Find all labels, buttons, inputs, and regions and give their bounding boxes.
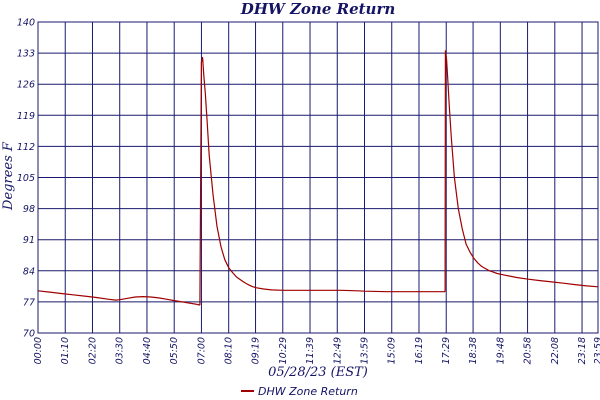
y-tick-label: 133 xyxy=(17,49,35,60)
x-tick-label: 23:59 xyxy=(593,337,600,364)
x-axis-label: 05/28/23 (EST) xyxy=(268,365,368,380)
y-axis-ticks: 70 77 84 91 98 105 112 119 126 133 140 xyxy=(17,18,35,340)
series-line xyxy=(37,50,599,306)
x-tick-label: 16:19 xyxy=(414,337,425,364)
x-tick-label: 07:00 xyxy=(196,337,207,364)
plot-border xyxy=(37,21,599,334)
chart-title: DHW Zone Return xyxy=(240,0,396,18)
x-tick-label: 17:29 xyxy=(441,337,452,364)
y-tick-label: 126 xyxy=(17,80,35,91)
y-tick-label: 84 xyxy=(23,266,35,277)
x-tick-label: 00:00 xyxy=(33,337,44,364)
x-tick-label: 09:19 xyxy=(251,337,262,364)
grid xyxy=(37,21,599,334)
y-tick-label: 91 xyxy=(23,235,35,246)
x-tick-label: 12:49 xyxy=(332,337,343,364)
x-tick-label: 04:40 xyxy=(142,337,153,364)
y-tick-label: 105 xyxy=(17,173,35,184)
x-axis-ticks: 00:00 01:10 02:20 03:30 04:40 05:50 07:00 08:10… xyxy=(33,337,600,364)
y-tick-label: 70 xyxy=(23,329,35,340)
x-tick-label: 02:20 xyxy=(87,337,98,364)
x-tick-label: 08:10 xyxy=(224,337,235,364)
y-tick-label: 140 xyxy=(17,18,35,29)
y-tick-label: 98 xyxy=(23,204,35,215)
legend-label: DHW Zone Return xyxy=(258,385,358,398)
x-tick-label: 22:08 xyxy=(550,337,561,364)
x-tick-label: 20:58 xyxy=(523,337,534,364)
y-tick-label: 112 xyxy=(17,142,35,153)
x-tick-label: 19:48 xyxy=(495,337,506,364)
y-tick-label: 77 xyxy=(23,297,35,308)
x-tick-label: 23:18 xyxy=(577,337,588,364)
x-tick-label: 15:09 xyxy=(387,337,398,364)
x-tick-label: 18:38 xyxy=(468,337,479,364)
legend: DHW Zone Return xyxy=(241,385,358,398)
series xyxy=(37,50,599,306)
x-tick-label: 03:30 xyxy=(115,337,126,364)
y-axis-label: Degrees F xyxy=(1,141,16,211)
x-tick-label: 01:10 xyxy=(60,337,71,364)
x-tick-label: 11:39 xyxy=(305,337,316,364)
x-tick-label: 10:29 xyxy=(278,337,289,364)
x-tick-label: 13:59 xyxy=(360,337,371,364)
y-tick-label: 119 xyxy=(17,111,35,122)
x-tick-label: 05:50 xyxy=(169,337,180,364)
